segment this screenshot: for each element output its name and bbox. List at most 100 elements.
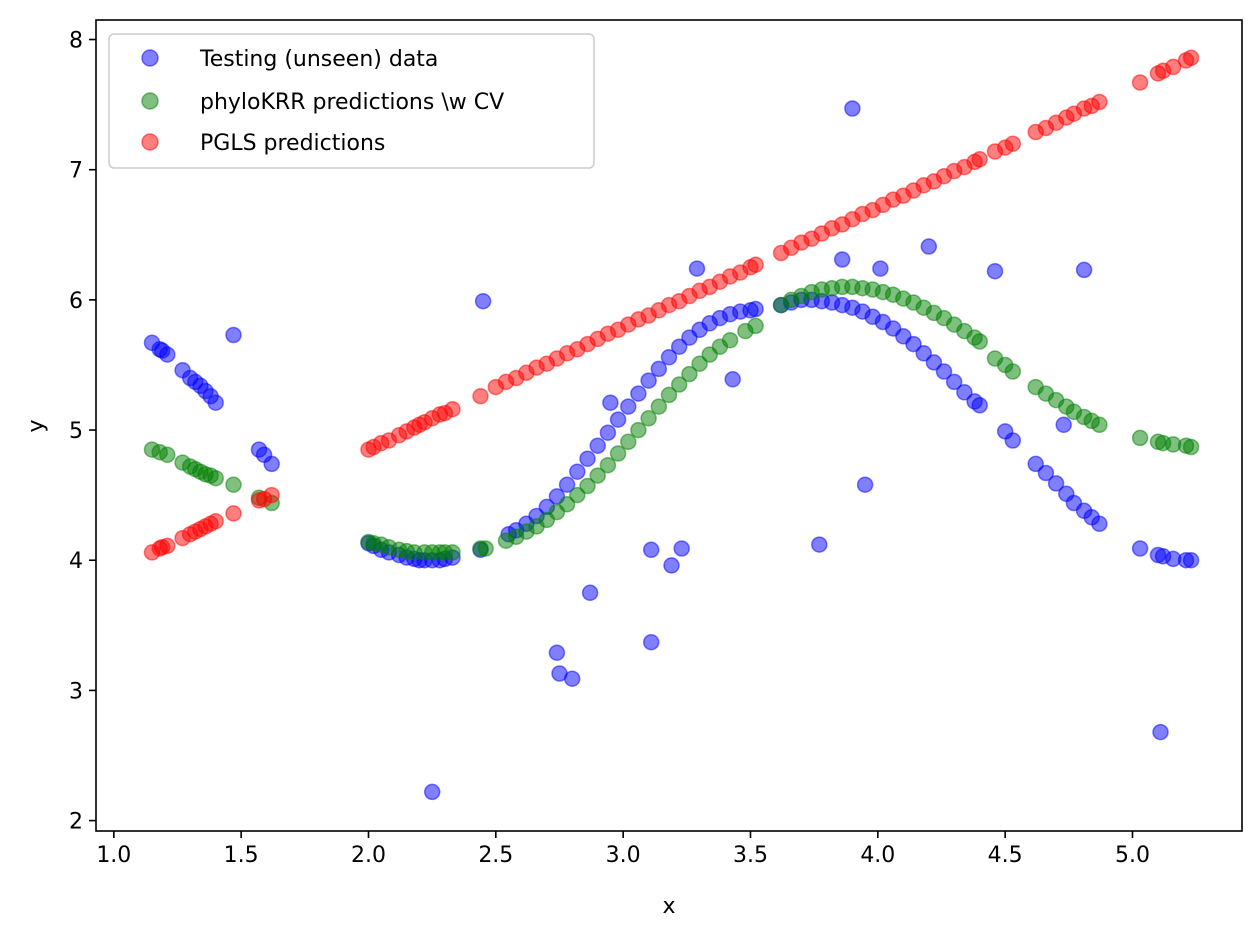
x-tick-label: 2.0: [351, 843, 386, 868]
legend-marker-phylokrr: [141, 92, 159, 110]
series-testing: [143, 100, 1200, 801]
legend: Testing (unseen) data phyloKRR predictio…: [108, 33, 595, 169]
testing-point: [956, 384, 973, 401]
testing-point: [159, 346, 176, 363]
x-tick-label: 1.0: [96, 843, 131, 868]
testing-point: [581, 584, 599, 602]
phylokrr-point: [477, 540, 494, 557]
pgls-point: [159, 537, 176, 555]
legend-label-testing: Testing (unseen) data: [199, 47, 438, 72]
testing-point: [872, 260, 889, 277]
y-tick-label: 3: [69, 679, 83, 704]
testing-point: [935, 363, 953, 380]
legend-box: [108, 33, 595, 169]
pgls-point: [1164, 58, 1182, 76]
phylokrr-point: [589, 467, 606, 484]
pgls-point: [225, 505, 242, 522]
testing-point: [905, 335, 922, 353]
testing-point: [844, 100, 861, 117]
testing-point: [563, 670, 581, 687]
y-tick-label: 2: [69, 810, 83, 835]
testing-point: [599, 424, 617, 441]
plot-marks: [143, 49, 1200, 801]
phylokrr-point: [971, 333, 988, 350]
pgls-point: [472, 387, 489, 405]
plot-frame: [95, 19, 1243, 832]
testing-point: [1152, 723, 1169, 741]
testing-point: [663, 557, 680, 574]
series-pgls: [143, 49, 1200, 561]
testing-point: [1004, 432, 1022, 449]
pgls-point: [207, 512, 224, 530]
pgls-point: [1004, 135, 1022, 152]
phylokrr-point: [599, 456, 617, 474]
testing-point: [945, 373, 963, 391]
x-axis-label: x: [662, 894, 675, 919]
phylokrr-point: [609, 445, 627, 462]
testing-point: [423, 783, 441, 801]
testing-point: [558, 476, 576, 493]
phylokrr-point: [630, 421, 647, 439]
testing-point: [650, 360, 668, 378]
legend-label-pgls: PGLS predictions: [200, 131, 385, 156]
testing-point: [670, 338, 688, 355]
testing-point: [642, 633, 660, 651]
legend-marker-testing: [141, 49, 159, 67]
phylokrr-point: [691, 355, 708, 372]
phylokrr-point: [1004, 363, 1022, 380]
pgls-point: [1131, 74, 1149, 91]
testing-point: [548, 644, 566, 661]
testing-point: [609, 411, 627, 428]
testing-point: [602, 394, 619, 411]
y-tick-label: 8: [69, 29, 83, 54]
y-tick-label: 6: [69, 289, 83, 314]
phylokrr-point: [1091, 416, 1108, 434]
testing-point: [263, 455, 280, 473]
legend-label-phylokrr: phyloKRR predictions \w CV: [200, 90, 504, 115]
testing-point: [688, 260, 706, 277]
testing-point: [971, 397, 988, 414]
testing-point: [1037, 464, 1055, 482]
testing-point: [660, 348, 678, 366]
x-tick-label: 4.5: [988, 843, 1023, 868]
pgls-point: [747, 256, 764, 273]
testing-point: [925, 354, 943, 371]
phylokrr-point: [159, 446, 176, 464]
phylokrr-point: [640, 410, 657, 427]
phylokrr-point: [579, 477, 596, 495]
phylokrr-point: [225, 476, 242, 493]
phylokrr-point: [620, 433, 637, 451]
phylokrr-point: [569, 486, 586, 504]
testing-point: [1131, 540, 1149, 557]
pgls-point: [444, 400, 461, 418]
testing-point: [986, 262, 1004, 280]
x-tick-label: 3.0: [606, 843, 641, 868]
testing-point: [207, 394, 224, 411]
phylokrr-point: [444, 544, 461, 561]
testing-point: [833, 251, 851, 268]
testing-point: [589, 437, 606, 454]
x-tick-label: 3.5: [733, 843, 768, 868]
testing-point: [1075, 261, 1093, 279]
testing-point: [920, 238, 938, 255]
testing-point: [1055, 416, 1072, 434]
testing-point: [474, 292, 492, 310]
testing-point: [1047, 475, 1065, 492]
testing-point: [856, 476, 874, 493]
y-axis-label: y: [24, 419, 49, 432]
y-tick-label: 7: [69, 159, 83, 184]
phylokrr-point: [681, 365, 698, 383]
testing-point: [915, 345, 932, 362]
testing-point: [1182, 551, 1200, 569]
testing-point: [1091, 515, 1108, 533]
x-axis: 1.0 1.5 2.0 2.5 3.0 3.5 4.0 4.5 5.0: [96, 831, 1150, 868]
testing-point: [724, 371, 741, 388]
testing-point: [811, 536, 828, 553]
x-tick-label: 5.0: [1115, 843, 1150, 868]
x-tick-label: 2.5: [478, 843, 513, 868]
pgls-point: [971, 151, 988, 168]
pgls-point: [263, 486, 280, 504]
phylokrr-point: [1182, 438, 1200, 456]
phylokrr-point: [650, 398, 668, 415]
